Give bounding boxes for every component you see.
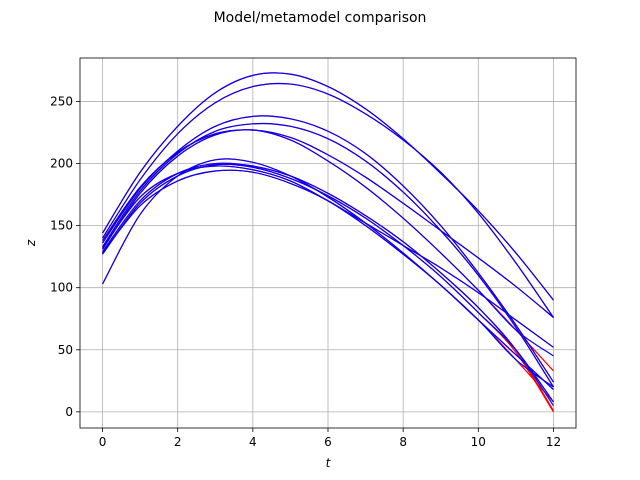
y-tick-label: 50	[58, 343, 73, 357]
metamodel-curve	[102, 122, 554, 388]
x-tick-label: 4	[249, 435, 257, 449]
y-tick-label: 150	[50, 219, 73, 233]
x-axis-label: t	[326, 456, 332, 470]
chart-title: Model/metamodel comparison	[214, 10, 427, 26]
x-tick-label: 8	[399, 435, 407, 449]
metamodel-curve	[102, 82, 554, 318]
x-tick-label: 2	[174, 435, 182, 449]
series-layer	[102, 72, 554, 413]
y-tick-label: 250	[50, 94, 73, 108]
axis-ticks: 0 2 4 6 8 10 12 0 50 100 150 200 250	[50, 94, 561, 449]
y-tick-label: 200	[50, 157, 73, 171]
x-tick-label: 12	[546, 435, 561, 449]
y-axis-label: z	[24, 239, 38, 247]
y-tick-label: 0	[65, 405, 73, 419]
x-tick-label: 10	[471, 435, 486, 449]
metamodel-curve	[102, 158, 554, 390]
metamodel-curve	[102, 129, 554, 318]
x-tick-label: 6	[324, 435, 332, 449]
y-tick-label: 100	[50, 281, 73, 295]
metamodel-curve	[102, 115, 554, 383]
metamodel-curve	[102, 72, 554, 301]
metamodel-curve	[102, 129, 554, 357]
x-tick-label: 0	[99, 435, 107, 449]
